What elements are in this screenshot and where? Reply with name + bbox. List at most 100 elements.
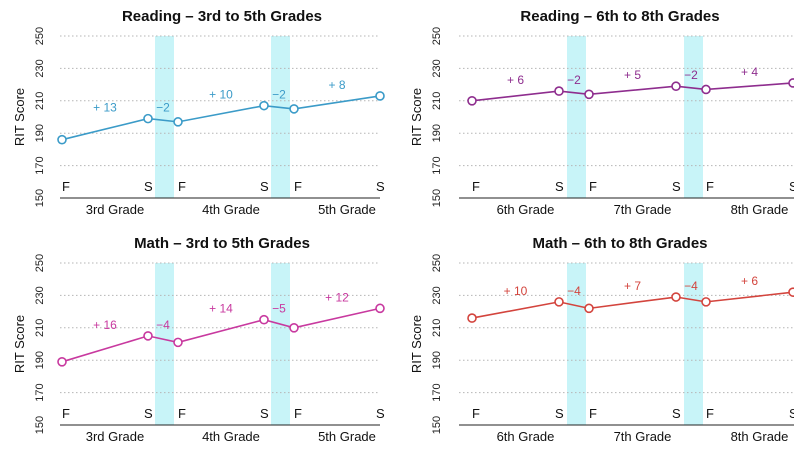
chart-2-season-label-3: S: [260, 406, 269, 421]
chart-3-season-label-4: F: [706, 406, 714, 421]
chart-0-change-label-2: + 10: [209, 88, 233, 102]
chart-0-point-4: [289, 104, 299, 114]
chart-3-band-0: [567, 263, 586, 425]
chart-2-season-label-1: S: [144, 406, 153, 421]
chart-1-season-label-4: F: [706, 179, 714, 194]
chart-3-change-label-4: + 6: [741, 274, 758, 288]
chart-3-ytick-1: 170: [431, 383, 443, 401]
chart-2-point-0: [57, 357, 67, 367]
chart-0-change-label-3: −2: [272, 88, 286, 102]
chart-1-ytick-1: 170: [431, 156, 443, 174]
chart-3-ytick-3: 210: [431, 319, 443, 337]
chart-1-title: Reading – 6th to 8th Grades: [520, 8, 719, 25]
chart-0-title: Reading – 3rd to 5th Grades: [122, 8, 322, 25]
chart-1-grade-label-0: 6th Grade: [497, 202, 555, 217]
chart-2-point-5: [375, 303, 385, 314]
chart-1-band-0: [567, 36, 586, 198]
chart-math-6-8: Math – 6th to 8th Grades 150 170 190 210 230 2…: [409, 235, 794, 444]
chart-1-change-label-1: −2: [567, 73, 581, 87]
chart-3-point-4: [701, 297, 711, 307]
chart-2-point-4: [289, 323, 299, 333]
chart-2-ytick-4: 230: [34, 286, 46, 304]
chart-0-point-2: [173, 117, 183, 127]
chart-3-point-3: [671, 292, 681, 302]
chart-3-grade-label-2: 8th Grade: [731, 429, 789, 444]
chart-3-season-label-0: F: [472, 406, 480, 421]
chart-1-point-3: [671, 81, 681, 92]
chart-3-series-line: [471, 291, 794, 319]
chart-0-ytick-5: 250: [34, 27, 46, 45]
chart-0-season-label-3: S: [260, 179, 269, 194]
chart-1-change-label-0: + 6: [507, 73, 524, 87]
chart-1-ytick-2: 190: [431, 124, 443, 142]
chart-2-ytick-2: 190: [34, 351, 46, 369]
chart-0-change-label-0: + 13: [93, 101, 117, 115]
chart-1-grade-label-1: 7th Grade: [614, 202, 672, 217]
chart-3-grade-label-0: 6th Grade: [497, 429, 555, 444]
chart-2-band-0: [155, 263, 174, 425]
chart-1-season-label-2: F: [589, 179, 597, 194]
chart-3-change-label-2: + 7: [624, 279, 641, 293]
chart-2-change-label-3: −5: [272, 302, 286, 316]
chart-0-ytick-3: 210: [34, 92, 46, 110]
chart-3-season-label-1: S: [555, 406, 564, 421]
chart-3-season-label-2: F: [589, 406, 597, 421]
chart-2-grade-label-1: 4th Grade: [202, 429, 260, 444]
chart-reading-6-8: Reading – 6th to 8th Grades 150 170 190 210 2…: [409, 8, 794, 217]
chart-0-grade-label-2: 5th Grade: [318, 202, 376, 217]
chart-2-grade-label-2: 5th Grade: [318, 429, 376, 444]
chart-2-season-label-5: S: [376, 406, 385, 421]
chart-0-change-label-1: −2: [156, 101, 170, 115]
chart-1-season-label-1: S: [555, 179, 564, 194]
chart-1-season-label-5: S: [789, 179, 794, 194]
chart-2-change-label-0: + 16: [93, 318, 117, 332]
chart-2-point-2: [173, 337, 183, 348]
chart-3-title: Math – 6th to 8th Grades: [532, 235, 707, 252]
chart-3-season-label-5: S: [789, 406, 794, 421]
chart-3-ytick-2: 190: [431, 351, 443, 369]
chart-0-point-5: [375, 91, 385, 101]
chart-2-ytick-3: 210: [34, 319, 46, 337]
chart-1-ylabel: RIT Score: [409, 88, 424, 146]
chart-1-change-label-2: + 5: [624, 68, 641, 82]
chart-3-point-1: [554, 297, 564, 307]
chart-0-ylabel: RIT Score: [12, 88, 27, 146]
chart-1-point-1: [554, 86, 564, 96]
chart-1-point-0: [467, 96, 477, 106]
chart-1-point-2: [584, 89, 594, 100]
chart-2-point-3: [259, 314, 269, 325]
chart-0-band-0: [155, 36, 174, 198]
chart-1-ytick-3: 210: [431, 92, 443, 110]
chart-3-point-2: [584, 303, 594, 314]
chart-3-season-label-3: S: [672, 406, 681, 421]
chart-reading-3-5: Reading – 3rd to 5th Grades 150 170 190 210 2…: [12, 8, 385, 217]
chart-0-season-label-2: F: [178, 179, 186, 194]
chart-3-ytick-5: 250: [431, 254, 443, 272]
chart-2-ytick-5: 250: [34, 254, 46, 272]
chart-1-season-label-3: S: [672, 179, 681, 194]
chart-2-season-label-0: F: [62, 406, 70, 421]
chart-0-season-label-5: S: [376, 179, 385, 194]
chart-0-ytick-1: 170: [34, 156, 46, 174]
chart-3-band-1: [684, 263, 703, 425]
chart-2-change-label-2: + 14: [209, 302, 233, 316]
chart-0-point-3: [259, 100, 269, 111]
chart-1-season-label-0: F: [472, 179, 480, 194]
chart-3-point-5: [788, 287, 794, 297]
chart-2-ylabel: RIT Score: [12, 315, 27, 373]
chart-0-point-1: [143, 113, 153, 124]
chart-2-point-1: [143, 331, 153, 341]
chart-1-change-label-3: −2: [684, 68, 698, 82]
chart-1-point-4: [701, 84, 711, 95]
chart-1-grade-label-2: 8th Grade: [731, 202, 789, 217]
chart-2-ytick-1: 170: [34, 383, 46, 401]
chart-2-change-label-4: + 12: [325, 290, 349, 304]
chart-3-ylabel: RIT Score: [409, 315, 424, 373]
chart-1-change-label-4: + 4: [741, 65, 758, 79]
chart-3-point-0: [467, 313, 477, 323]
chart-2-ytick-0: 150: [34, 416, 46, 434]
chart-0-season-label-1: S: [144, 179, 153, 194]
chart-0-grade-label-0: 3rd Grade: [86, 202, 145, 217]
chart-2-band-1: [271, 263, 290, 425]
